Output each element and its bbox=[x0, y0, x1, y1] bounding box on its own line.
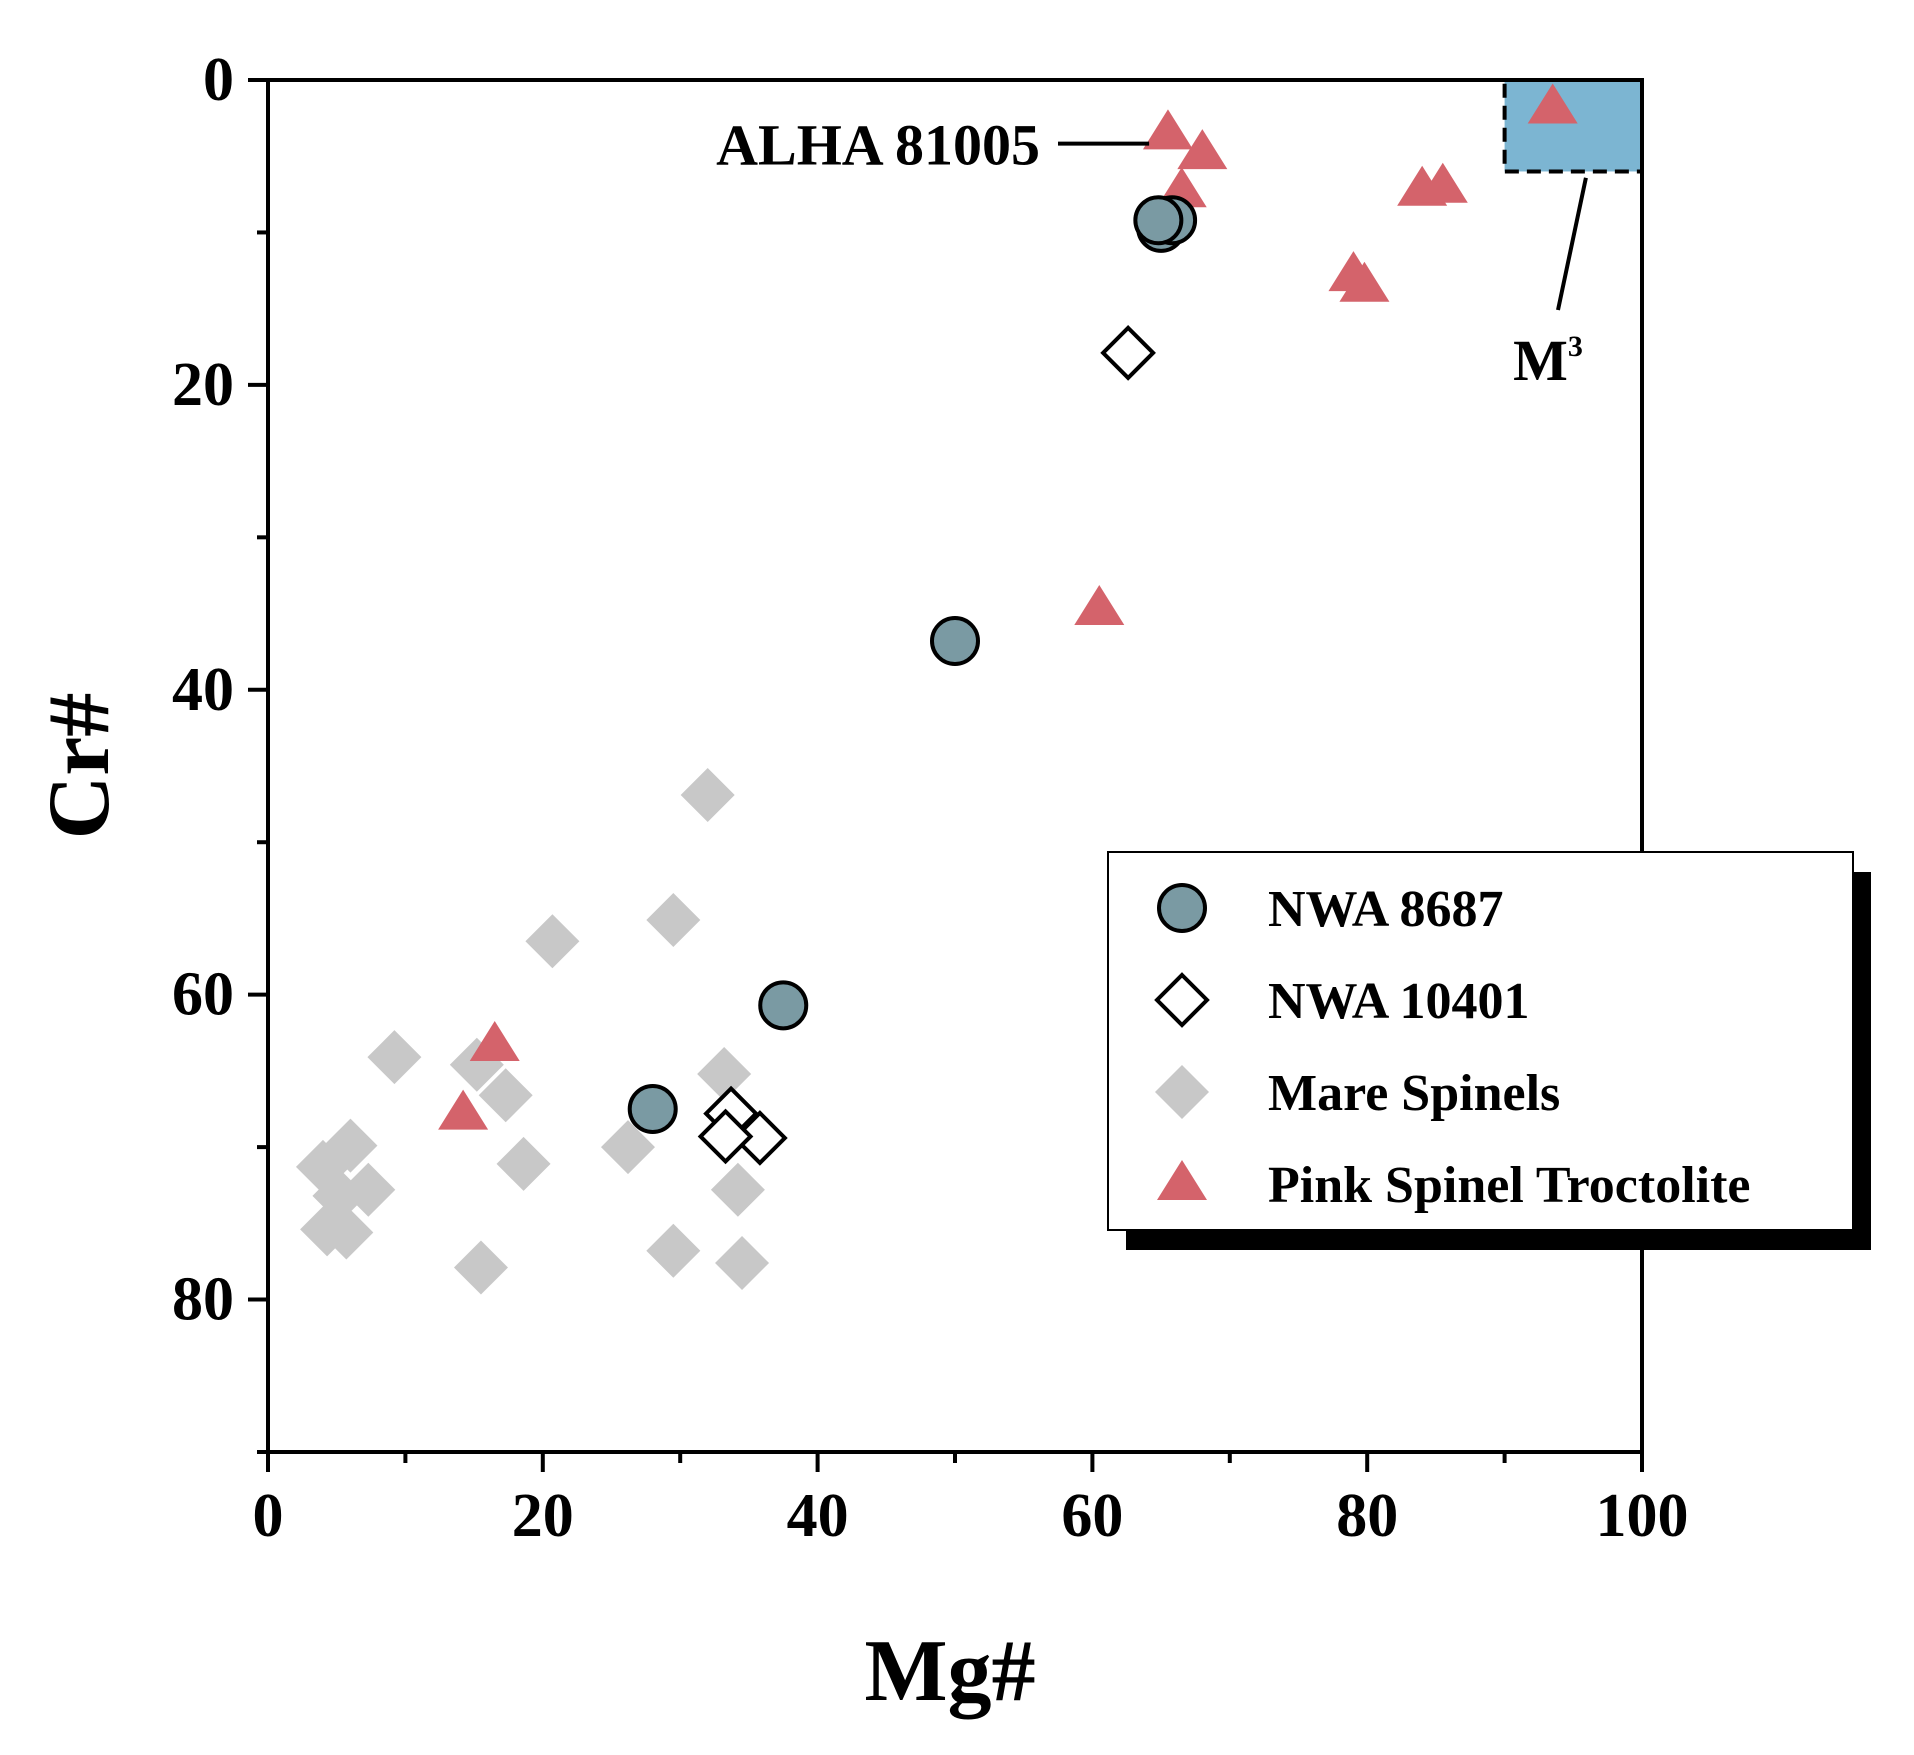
y-tick-label: 40 bbox=[172, 656, 234, 724]
pink-spinel-troctolite-point bbox=[1417, 162, 1468, 203]
pink-spinel-troctolite-point bbox=[1177, 129, 1228, 170]
m3-leader-line bbox=[1556, 177, 1588, 311]
legend-marker-nwa-8687 bbox=[1157, 883, 1207, 933]
legend-marker-nwa-10401 bbox=[1154, 972, 1210, 1028]
mare-spinels-point bbox=[525, 914, 580, 969]
pink-spinel-troctolite-point bbox=[1142, 109, 1193, 150]
x-axis-title: Mg# bbox=[864, 1623, 1035, 1720]
legend-label-nwa-8687: NWA 8687 bbox=[1268, 881, 1503, 938]
pink-spinel-troctolite-point bbox=[438, 1089, 489, 1130]
mare-spinels-point bbox=[710, 1162, 765, 1217]
x-tick-label: 80 bbox=[1336, 1482, 1398, 1550]
y-tick-label: 20 bbox=[172, 351, 234, 419]
x-tick-label: 60 bbox=[1061, 1482, 1123, 1550]
y-tick-label: 60 bbox=[172, 961, 234, 1029]
pink-spinel-troctolite-point bbox=[1339, 261, 1390, 302]
x-axis-tick-labels: 0 20 40 60 80 100 bbox=[253, 1482, 1689, 1550]
nwa-10401-point bbox=[697, 1108, 754, 1165]
nwa-8687-point bbox=[758, 980, 809, 1031]
alha-81005-annotation: ALHA 81005 bbox=[716, 113, 1040, 178]
mare-spinels-point bbox=[478, 1068, 533, 1123]
pink-spinel-troctolite-point bbox=[1074, 584, 1125, 625]
mare-spinels-point bbox=[680, 767, 735, 822]
x-tick-label: 100 bbox=[1596, 1482, 1689, 1550]
y-axis-title: Cr# bbox=[31, 693, 128, 840]
mare-spinels-point bbox=[646, 1223, 701, 1278]
legend-label-nwa-10401: NWA 10401 bbox=[1268, 973, 1529, 1030]
mare-spinels-point bbox=[323, 1118, 378, 1173]
m3-shaded-region bbox=[1502, 78, 1644, 174]
nwa-8687-point bbox=[1133, 195, 1184, 246]
legend: NWA 8687 NWA 10401 Mare Spinels Pink Spinel… bbox=[1107, 851, 1871, 1250]
nwa-8687-point bbox=[627, 1084, 678, 1134]
mare-spinels-point bbox=[319, 1205, 374, 1260]
nwa-10401-point bbox=[1100, 325, 1156, 381]
y-axis-tick-labels: 0 20 40 60 80 bbox=[172, 46, 234, 1334]
pink-spinel-troctolite-point bbox=[1527, 83, 1578, 124]
y-axis-ticks bbox=[248, 78, 268, 1454]
legend-box bbox=[1107, 851, 1854, 1231]
m3-annotation-superscript: 3 bbox=[1568, 330, 1583, 363]
pink-spinel-troctolite-point bbox=[469, 1020, 520, 1061]
legend-label-mare-spinels: Mare Spinels bbox=[1268, 1065, 1560, 1122]
m3-annotation: M3 bbox=[1513, 328, 1583, 393]
y-tick-label: 0 bbox=[203, 46, 234, 114]
mare-spinels-point bbox=[697, 1046, 752, 1101]
x-axis-ticks bbox=[266, 1452, 1644, 1472]
legend-marker-mare-spinels bbox=[1155, 1065, 1209, 1119]
m3-annotation-main: M bbox=[1513, 328, 1568, 393]
data-points bbox=[295, 83, 1578, 1295]
mare-spinels-point bbox=[715, 1235, 770, 1290]
mare-spinels-point bbox=[646, 892, 701, 947]
legend-marker-pink-spinel-troctolite bbox=[1157, 1160, 1207, 1200]
nwa-8687-point bbox=[930, 615, 980, 666]
mare-spinels-point bbox=[367, 1030, 422, 1085]
x-tick-label: 40 bbox=[787, 1482, 849, 1550]
x-tick-label: 20 bbox=[512, 1482, 574, 1550]
legend-label-pink-spinel-troctolite: Pink Spinel Troctolite bbox=[1268, 1157, 1751, 1214]
x-tick-label: 0 bbox=[253, 1482, 284, 1550]
mare-spinels-point bbox=[600, 1120, 655, 1175]
y-tick-label: 80 bbox=[172, 1266, 234, 1334]
mare-spinels-point bbox=[453, 1240, 508, 1295]
mare-spinels-point bbox=[496, 1136, 551, 1191]
